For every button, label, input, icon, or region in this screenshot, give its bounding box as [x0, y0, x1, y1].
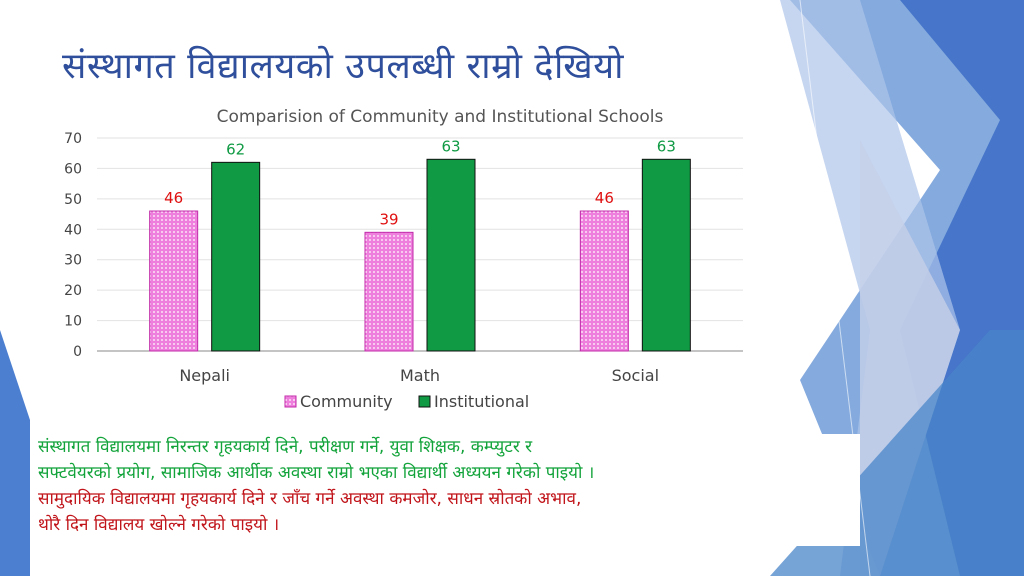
institutional-note-line-2: सफ्टवेयरको प्रयोग, सामाजिक आर्थीक अवस्था…	[38, 463, 595, 483]
y-tick-label: 10	[64, 314, 82, 330]
bar-institutional	[211, 161, 261, 352]
data-label: 46	[595, 189, 614, 207]
y-tick-label: 20	[64, 283, 82, 299]
data-label: 63	[657, 137, 676, 155]
legend-swatch-community	[284, 395, 297, 408]
bar-community	[364, 231, 414, 352]
bar-institutional	[426, 158, 476, 352]
y-tick-label: 0	[73, 344, 82, 360]
y-tick-label: 30	[64, 253, 82, 269]
x-tick-label: Nepali	[179, 366, 230, 385]
x-tick-label: Social	[612, 366, 659, 385]
y-tick-label: 50	[64, 192, 82, 208]
legend-label-community: Community	[300, 392, 393, 411]
bar-chart: Comparision of Community and Institution…	[64, 107, 743, 411]
bar-community	[579, 210, 629, 352]
community-note-line-2: थोरै दिन विद्यालय खोल्ने गरेको पाइयो ।	[38, 515, 280, 535]
slide-title: संस्थागत विद्यालयको उपलब्धी राम्रो देखिय…	[62, 46, 624, 87]
data-label: 39	[379, 210, 398, 228]
bar-community	[149, 210, 199, 352]
legend-swatch-institutional	[418, 395, 431, 408]
bar-institutional	[641, 158, 691, 352]
x-tick-label: Math	[400, 366, 440, 385]
data-label: 62	[226, 140, 245, 158]
chart-title: Comparision of Community and Institution…	[217, 107, 664, 127]
data-label: 46	[164, 189, 183, 207]
deco-left-strip	[0, 330, 30, 576]
institutional-note-line-1: संस्थागत विद्यालयमा निरन्तर गृहयकार्य दि…	[38, 437, 533, 457]
y-tick-label: 40	[64, 222, 82, 238]
y-tick-label: 60	[64, 161, 82, 177]
y-tick-label: 70	[64, 131, 82, 147]
notes-box: संस्थागत विद्यालयमा निरन्तर गृहयकार्य दि…	[30, 434, 860, 546]
legend-label-institutional: Institutional	[434, 392, 529, 411]
data-label: 63	[441, 137, 460, 155]
community-note-line-1: सामुदायिक विद्यालयमा गृहयकार्य दिने र जा…	[38, 489, 582, 509]
